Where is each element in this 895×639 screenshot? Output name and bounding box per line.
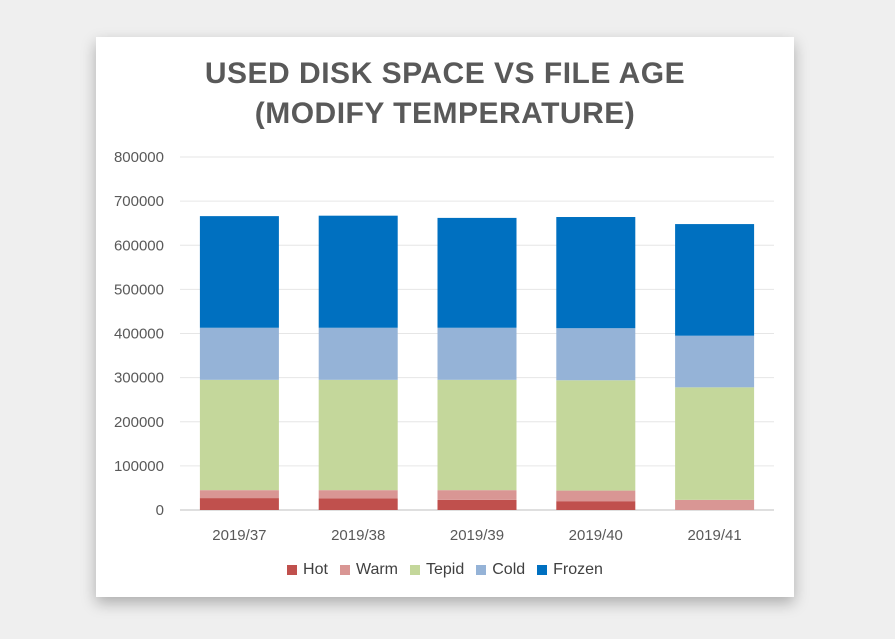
legend-label: Hot (303, 561, 328, 578)
x-tick-label: 2019/41 (687, 527, 741, 544)
legend-swatch (476, 565, 487, 575)
bar-segment-frozen (675, 224, 755, 336)
bar-segment-frozen (556, 217, 636, 329)
legend-label: Tepid (426, 561, 465, 578)
legend-label: Warm (355, 561, 398, 578)
bar-segment-tepid (318, 379, 398, 491)
x-tick-label: 2019/40 (569, 527, 623, 544)
bar-segment-hot (437, 499, 517, 510)
bar-segment-warm (318, 490, 398, 499)
y-tick-label: 0 (156, 502, 164, 519)
legend-item-tepid: Tepid (410, 561, 464, 579)
bar-segment-frozen (199, 216, 279, 328)
legend-item-warm: Warm (339, 561, 398, 579)
x-tick-label: 2019/38 (331, 527, 385, 544)
legend-swatch (287, 565, 298, 575)
bar-segment-tepid (675, 387, 755, 500)
bar-segment-warm (199, 490, 279, 499)
y-tick-label: 300000 (114, 370, 164, 387)
bar-segment-tepid (556, 380, 636, 491)
y-tick-label: 800000 (114, 149, 164, 166)
chart-plot-area: 0 100000 200000 300000 400000 500000 600000 700… (114, 149, 774, 544)
bar-segment-hot (199, 498, 279, 510)
bar-segment-tepid (437, 379, 517, 491)
bar-segment-cold (199, 327, 279, 380)
legend-item-hot: Hot (287, 561, 328, 579)
bar-segment-cold (556, 328, 636, 381)
bar-segment-frozen (437, 217, 517, 328)
bar-segment-frozen (318, 215, 398, 328)
legend-label: Frozen (553, 561, 603, 578)
legend-item-frozen: Frozen (537, 561, 603, 579)
chart-title: USED DISK SPACE VS FILE AGE (204, 57, 686, 90)
x-tick-label: 2019/39 (450, 527, 504, 544)
y-tick-label: 400000 (114, 326, 164, 343)
y-tick-label: 500000 (114, 281, 164, 298)
legend-swatch (339, 565, 350, 575)
bar-segment-hot (556, 501, 636, 510)
chart-subtitle: (MODIFY TEMPERATURE) (254, 97, 636, 130)
y-tick-label: 600000 (114, 237, 164, 254)
legend-swatch (410, 565, 420, 575)
bar-segment-cold (675, 335, 755, 388)
bar-segment-warm (437, 490, 517, 500)
bar-segment-cold (318, 327, 398, 380)
bar-segment-warm (675, 499, 755, 510)
y-tick-label: 700000 (114, 193, 164, 210)
bar-segment-cold (437, 327, 517, 380)
legend-item-cold: Cold (476, 561, 525, 579)
bar-segment-hot (318, 498, 398, 510)
y-tick-label: 200000 (114, 414, 164, 431)
bar-segment-warm (556, 490, 636, 502)
y-tick-label: 100000 (114, 458, 164, 475)
x-tick-label: 2019/37 (212, 527, 266, 544)
chart-legend: Hot Warm Tepid Cold Frozen (96, 561, 794, 579)
legend-swatch (537, 565, 548, 575)
bar-segment-tepid (199, 379, 279, 491)
legend-label: Cold (492, 561, 526, 578)
chart-card: USED DISK SPACE VS FILE AGE (MODIFY TEMP… (96, 37, 794, 597)
